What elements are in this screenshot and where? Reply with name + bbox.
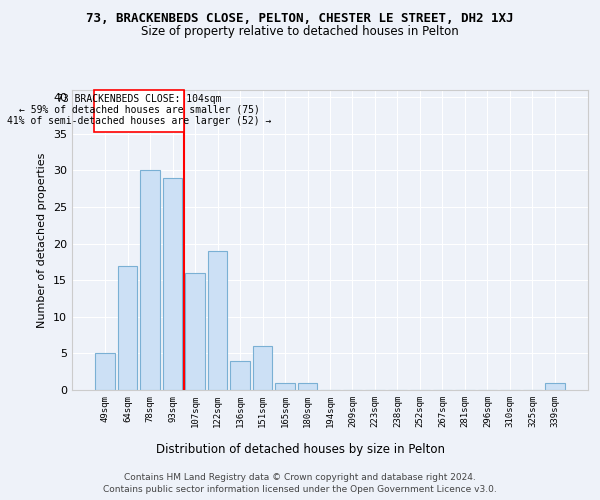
Text: Size of property relative to detached houses in Pelton: Size of property relative to detached ho…: [141, 25, 459, 38]
Text: Distribution of detached houses by size in Pelton: Distribution of detached houses by size …: [155, 442, 445, 456]
Bar: [253, 346, 272, 390]
Y-axis label: Number of detached properties: Number of detached properties: [37, 152, 47, 328]
Bar: [140, 170, 160, 390]
Text: 73 BRACKENBEDS CLOSE: 104sqm: 73 BRACKENBEDS CLOSE: 104sqm: [57, 94, 221, 104]
Text: ← 59% of detached houses are smaller (75): ← 59% of detached houses are smaller (75…: [19, 104, 259, 115]
Bar: [545, 382, 565, 390]
Bar: [275, 382, 295, 390]
Bar: [118, 266, 137, 390]
Bar: [95, 354, 115, 390]
Text: 41% of semi-detached houses are larger (52) →: 41% of semi-detached houses are larger (…: [7, 116, 271, 126]
Bar: [163, 178, 182, 390]
Bar: [185, 273, 205, 390]
Bar: [230, 360, 250, 390]
FancyBboxPatch shape: [94, 90, 184, 132]
Text: 73, BRACKENBEDS CLOSE, PELTON, CHESTER LE STREET, DH2 1XJ: 73, BRACKENBEDS CLOSE, PELTON, CHESTER L…: [86, 12, 514, 26]
Bar: [298, 382, 317, 390]
Text: Contains public sector information licensed under the Open Government Licence v3: Contains public sector information licen…: [103, 485, 497, 494]
Text: Contains HM Land Registry data © Crown copyright and database right 2024.: Contains HM Land Registry data © Crown c…: [124, 472, 476, 482]
Bar: [208, 251, 227, 390]
